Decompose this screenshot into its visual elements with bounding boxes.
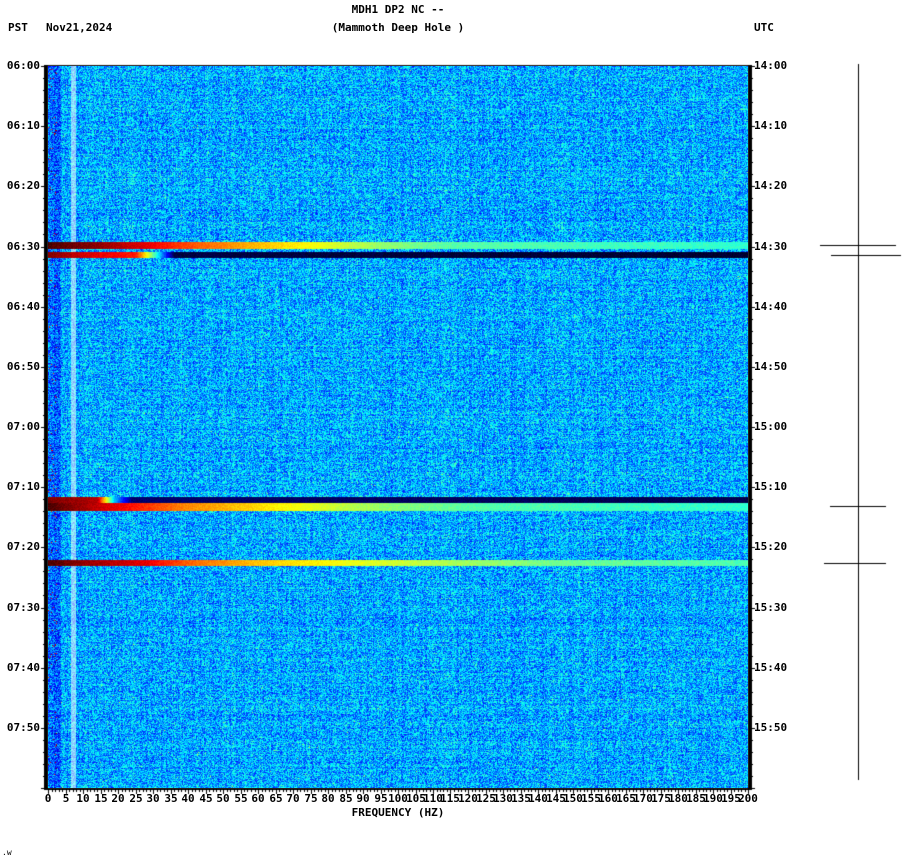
freq-tick-label: 180	[668, 792, 688, 805]
frequency-axis-title: FREQUENCY (HZ)	[351, 806, 445, 819]
freq-tick-label: 105	[406, 792, 426, 805]
pst-time-tick-label: 07:00	[6, 420, 40, 433]
freq-tick-label: 155	[581, 792, 601, 805]
footer-mark: .w	[2, 848, 12, 857]
station-title: MDH1 DP2 NC --	[351, 3, 445, 16]
freq-tick-label: 55	[234, 792, 248, 805]
freq-tick-label: 30	[146, 792, 160, 805]
freq-tick-label: 70	[286, 792, 300, 805]
freq-tick-label: 130	[493, 792, 513, 805]
utc-time-tick-label: 14:10	[754, 119, 788, 132]
freq-tick-label: 115	[440, 792, 460, 805]
freq-tick-label: 5	[62, 792, 70, 805]
freq-tick-label: 75	[304, 792, 318, 805]
freq-tick-label: 125	[476, 792, 496, 805]
freq-tick-label: 60	[251, 792, 265, 805]
spectrogram-image	[48, 66, 748, 788]
freq-tick-label: 0	[44, 792, 52, 805]
date-label: Nov21,2024	[46, 21, 113, 34]
freq-tick-label: 140	[528, 792, 548, 805]
freq-tick-label: 170	[633, 792, 653, 805]
freq-tick-label: 15	[94, 792, 108, 805]
freq-tick-label: 45	[199, 792, 213, 805]
freq-tick-label: 120	[458, 792, 478, 805]
pst-time-tick-label: 07:10	[6, 480, 40, 493]
station-subtitle: (Mammoth Deep Hole )	[331, 21, 465, 34]
freq-tick-label: 165	[616, 792, 636, 805]
freq-tick-label: 135	[511, 792, 531, 805]
utc-time-tick-label: 14:50	[754, 360, 788, 373]
utc-time-tick-label: 14:00	[754, 59, 788, 72]
freq-tick-label: 95	[374, 792, 388, 805]
utc-time-tick-label: 14:30	[754, 240, 788, 253]
pst-time-tick-label: 06:00	[6, 59, 40, 72]
freq-tick-label: 110	[423, 792, 443, 805]
freq-tick-label: 25	[129, 792, 143, 805]
freq-tick-label: 50	[216, 792, 230, 805]
freq-tick-label: 80	[321, 792, 335, 805]
left-timezone-label: PST	[8, 21, 28, 34]
freq-tick-label: 40	[181, 792, 195, 805]
freq-tick-label: 190	[703, 792, 723, 805]
freq-tick-label: 145	[546, 792, 566, 805]
pst-time-tick-label: 06:50	[6, 360, 40, 373]
utc-time-tick-label: 15:00	[754, 420, 788, 433]
freq-tick-label: 85	[339, 792, 353, 805]
right-timezone-label: UTC	[754, 21, 774, 34]
freq-tick-label: 160	[598, 792, 618, 805]
freq-tick-label: 10	[76, 792, 90, 805]
utc-time-tick-label: 15:40	[754, 661, 788, 674]
freq-tick-label: 195	[721, 792, 741, 805]
freq-tick-label: 150	[563, 792, 583, 805]
pst-time-tick-label: 06:40	[6, 300, 40, 313]
pst-time-tick-label: 06:10	[6, 119, 40, 132]
pst-time-tick-label: 07:50	[6, 721, 40, 734]
freq-tick-label: 90	[356, 792, 370, 805]
freq-tick-label: 200	[738, 792, 758, 805]
freq-tick-label: 175	[651, 792, 671, 805]
pst-time-tick-label: 07:30	[6, 601, 40, 614]
pst-time-tick-label: 06:30	[6, 240, 40, 253]
freq-tick-label: 35	[164, 792, 178, 805]
utc-time-tick-label: 15:10	[754, 480, 788, 493]
freq-tick-label: 65	[269, 792, 283, 805]
utc-time-tick-label: 14:40	[754, 300, 788, 313]
utc-time-tick-label: 14:20	[754, 179, 788, 192]
freq-tick-label: 185	[686, 792, 706, 805]
utc-time-tick-label: 15:50	[754, 721, 788, 734]
pst-time-tick-label: 07:40	[6, 661, 40, 674]
pst-time-tick-label: 06:20	[6, 179, 40, 192]
utc-time-tick-label: 15:30	[754, 601, 788, 614]
freq-tick-label: 20	[111, 792, 125, 805]
utc-time-tick-label: 15:20	[754, 540, 788, 553]
freq-tick-label: 100	[388, 792, 408, 805]
pst-time-tick-label: 07:20	[6, 540, 40, 553]
